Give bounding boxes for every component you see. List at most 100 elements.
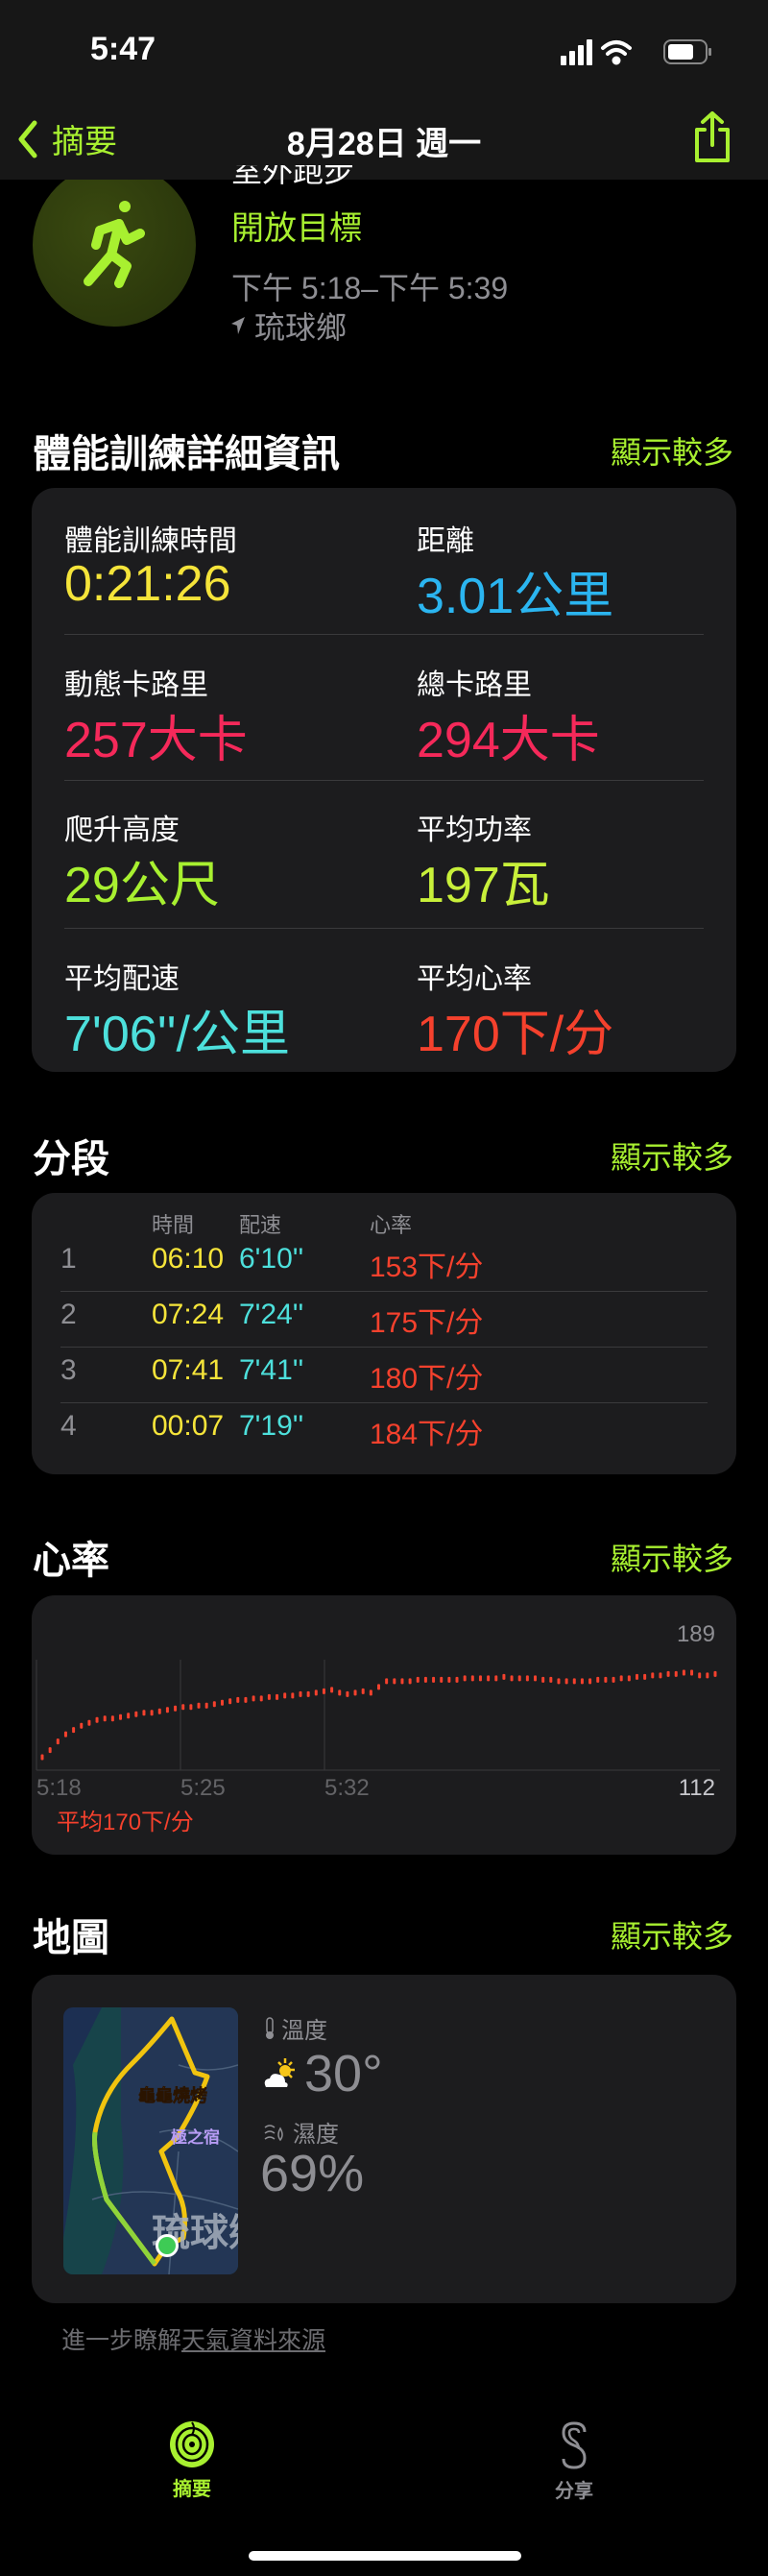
heart-rate-point — [361, 1688, 365, 1694]
heart-rate-point — [588, 1678, 592, 1685]
thermometer-icon — [266, 2016, 274, 2039]
tab-summary-label: 摘要 — [173, 2479, 211, 2500]
heart-rate-point — [682, 1669, 685, 1676]
splits-header-time: 時間 — [152, 1213, 195, 1237]
heart-rate-point — [377, 1684, 380, 1690]
heart-rate-point — [416, 1676, 420, 1683]
heart-rate-point — [244, 1696, 248, 1703]
map-more-link[interactable]: 顯示較多 — [610, 1919, 733, 1954]
status-time: 5:47 — [90, 31, 156, 67]
heart-rate-point — [212, 1701, 216, 1708]
heart-rate-point — [698, 1672, 702, 1679]
heart-rate-point — [463, 1675, 467, 1682]
activity-rings-icon — [170, 2421, 214, 2467]
weather-source-prefix: 進一步瞭解 — [61, 2327, 182, 2354]
home-indicator — [249, 2551, 521, 2561]
heart-rate-point — [706, 1672, 709, 1679]
metric-value: 294大卡 — [417, 713, 600, 768]
splits-title: 分段 — [33, 1138, 109, 1180]
heart-rate-point — [502, 1673, 506, 1680]
x-tick-label: 5:32 — [324, 1775, 370, 1801]
humidity-icon — [264, 2124, 283, 2141]
route-map[interactable]: 龜龜燒烤 極之宿 琉球鄉 — [63, 2007, 238, 2274]
share-icon[interactable] — [691, 110, 733, 164]
heart-rate-point — [604, 1676, 608, 1683]
metric-value: 197瓦 — [417, 858, 550, 913]
location-label: 琉球鄉 — [254, 310, 348, 345]
heart-rate-point — [369, 1689, 372, 1696]
heart-rate-point — [322, 1688, 325, 1694]
heart-rate-point — [346, 1690, 349, 1697]
metric-value: 7'06''/公里 — [64, 1007, 290, 1062]
heart-rate-point — [95, 1716, 99, 1723]
metric-value: 257大卡 — [64, 713, 248, 768]
heart-rate-average: 平均170下/分 — [57, 1810, 194, 1835]
splits-card: 時間 配速 心率 1 06:10 6'10'' 153下/分 2 07:24 7'24'' 1… — [32, 1193, 736, 1474]
signal-icon — [561, 39, 592, 65]
heart-rate-point — [150, 1710, 154, 1716]
splits-more-link[interactable]: 顯示較多 — [610, 1140, 733, 1175]
heart-rate-point — [174, 1705, 178, 1712]
metric-label: 總卡路里 — [417, 669, 532, 701]
heart-rate-point — [314, 1689, 318, 1696]
workout-location: 琉球鄉 — [231, 304, 347, 348]
split-number: 4 — [60, 1410, 77, 1442]
nav-bar: 摘要 8月28日 週一 — [0, 106, 768, 180]
heart-rate-point — [564, 1678, 568, 1685]
heart-rate-more-link[interactable]: 顯示較多 — [610, 1542, 733, 1576]
tab-sharing-label: 分享 — [555, 2481, 593, 2502]
workout-type: 室外跑步 — [231, 165, 355, 186]
details-title: 體能訓練詳細資訊 — [33, 433, 340, 475]
heart-rate-point — [142, 1710, 146, 1716]
metric-label: 平均心率 — [417, 963, 532, 995]
heart-rate-point — [557, 1678, 561, 1685]
metric-label: 動態卡路里 — [64, 669, 208, 701]
split-heart-rate: 180下/分 — [370, 1363, 484, 1395]
metric-label: 平均配速 — [64, 963, 180, 995]
battery-icon — [663, 39, 711, 64]
heart-rate-point — [189, 1704, 193, 1711]
split-heart-rate: 184下/分 — [370, 1419, 484, 1450]
back-button[interactable]: 摘要 — [17, 115, 117, 162]
workout-time-range: 下午 5:18–下午 5:39 — [231, 271, 509, 305]
x-tick-label: 5:25 — [180, 1775, 226, 1801]
heart-rate-point — [408, 1678, 412, 1685]
temperature-value: 30° — [304, 2045, 383, 2102]
metric-label: 體能訓練時間 — [64, 525, 237, 557]
page-title: 8月28日 週一 — [286, 126, 482, 162]
map-title: 地圖 — [33, 1917, 109, 1959]
metric-label: 爬升高度 — [64, 814, 180, 846]
heart-rate-point — [534, 1675, 538, 1682]
tab-sharing[interactable]: 分享 — [526, 2420, 622, 2503]
split-pace: 7'24'' — [239, 1299, 304, 1330]
metric-label: 平均功率 — [417, 814, 532, 846]
heart-rate-point — [228, 1698, 232, 1705]
tab-summary[interactable]: 摘要 — [144, 2420, 240, 2501]
y-max-label: 189 — [677, 1621, 715, 1647]
map-card: 龜龜燒烤 極之宿 琉球鄉 溫度 30° 濕度 69% — [32, 1975, 736, 2303]
heart-rate-point — [659, 1672, 662, 1679]
heart-rate-point — [470, 1675, 474, 1682]
running-figure-icon — [84, 201, 145, 288]
divider — [64, 928, 704, 929]
heart-rate-point — [204, 1702, 208, 1709]
map-label-inn: 極之宿 — [171, 2127, 220, 2147]
details-more-link[interactable]: 顯示較多 — [610, 435, 733, 470]
back-label: 摘要 — [52, 124, 117, 160]
heart-rate-point — [690, 1669, 694, 1676]
heart-rate-point — [157, 1708, 161, 1714]
heart-rate-point — [596, 1676, 600, 1683]
heart-rate-point — [440, 1676, 444, 1683]
x-tick-label: 5:18 — [36, 1775, 82, 1801]
metric-value: 170下/分 — [417, 1007, 614, 1062]
heart-rate-point — [619, 1675, 623, 1682]
heart-rate-point — [400, 1678, 404, 1685]
split-time: 07:41 — [152, 1354, 225, 1386]
workout-goal: 開放目標 — [231, 210, 362, 247]
weather-source-link[interactable]: 天氣資料來源 — [181, 2327, 326, 2354]
heart-rate-point — [283, 1692, 287, 1699]
split-number: 1 — [60, 1243, 77, 1275]
heart-rate-chart: 5:18 5:25 5:32 189 112 — [36, 1621, 720, 1801]
heart-rate-point — [525, 1675, 529, 1682]
heart-rate-point — [48, 1747, 52, 1754]
